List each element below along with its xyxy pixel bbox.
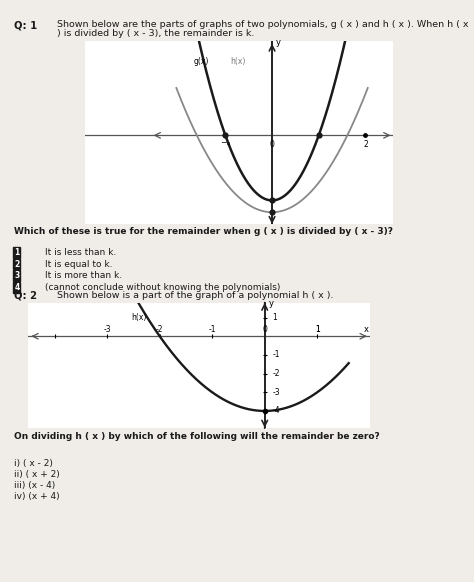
Text: 2: 2	[363, 140, 368, 149]
Text: ii) ( x + 2): ii) ( x + 2)	[14, 470, 60, 478]
Text: iii) (x - 4): iii) (x - 4)	[14, 481, 55, 489]
Text: Which of these is true for the remainder when g ( x ) is divided by ( x - 3)?: Which of these is true for the remainder…	[14, 227, 393, 236]
Text: -1: -1	[273, 350, 280, 360]
Text: Shown below are the parts of graphs of two polynomials, g ( x ) and h ( x ). Whe: Shown below are the parts of graphs of t…	[57, 20, 468, 29]
Text: 1: 1	[315, 325, 319, 335]
Text: -1: -1	[209, 325, 216, 335]
Text: y: y	[269, 299, 274, 308]
Text: 0: 0	[262, 325, 267, 335]
Text: Q: 1: Q: 1	[14, 20, 37, 30]
Text: -3: -3	[273, 388, 280, 397]
Text: h(x): h(x)	[230, 58, 246, 66]
Text: iv) (x + 4): iv) (x + 4)	[14, 492, 60, 501]
Text: 0: 0	[270, 140, 274, 149]
Text: -2: -2	[156, 325, 164, 335]
Text: x: x	[364, 325, 368, 333]
Text: 2: 2	[14, 260, 19, 268]
Text: ) is divided by ( x - 3), the remainder is k.: ) is divided by ( x - 3), the remainder …	[57, 29, 254, 38]
Text: 3: 3	[14, 271, 19, 280]
Text: Shown below is a part of the graph of a polynomial h ( x ).: Shown below is a part of the graph of a …	[57, 291, 333, 300]
Text: It is more than k.: It is more than k.	[45, 271, 122, 280]
Text: -4: -4	[273, 406, 280, 416]
Text: g(x): g(x)	[194, 58, 209, 66]
Text: $-_4$: $-_4$	[219, 140, 231, 149]
Text: (cannot conclude without knowing the polynomials): (cannot conclude without knowing the pol…	[45, 283, 281, 292]
Text: 1: 1	[14, 248, 19, 257]
Text: y: y	[276, 38, 281, 47]
Text: i) ( x - 2): i) ( x - 2)	[14, 459, 53, 467]
Text: h(x): h(x)	[131, 313, 146, 322]
Text: 1: 1	[315, 325, 319, 335]
Text: 1: 1	[273, 313, 277, 322]
Text: -3: -3	[103, 325, 111, 335]
Text: -2: -2	[273, 369, 280, 378]
Text: 4: 4	[14, 283, 19, 292]
Text: Q: 2: Q: 2	[14, 291, 37, 301]
Text: It is equal to k.: It is equal to k.	[45, 260, 112, 268]
Text: On dividing h ( x ) by which of the following will the remainder be zero?: On dividing h ( x ) by which of the foll…	[14, 432, 380, 441]
Text: It is less than k.: It is less than k.	[45, 248, 116, 257]
